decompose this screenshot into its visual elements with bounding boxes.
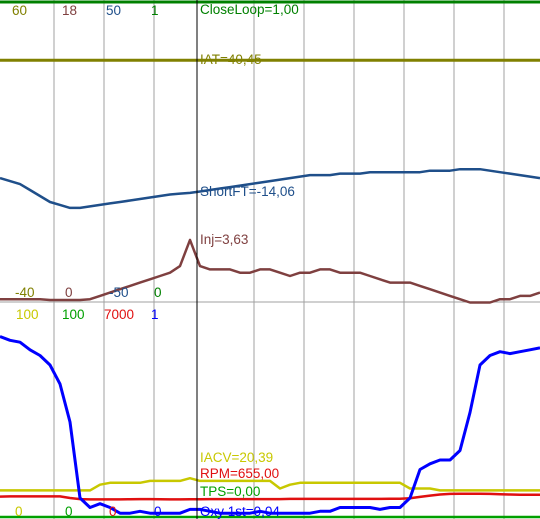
scale-bottom-label-1-3: 0 <box>154 504 162 519</box>
scale-bottom-label-0-2: -50 <box>109 285 129 300</box>
scale-top-label-1-0: 100 <box>16 307 39 322</box>
scale-top-label-1-3: 1 <box>151 307 159 322</box>
scale-bottom-label-1-0: 0 <box>15 504 23 519</box>
scale-bottom-label-1-2: 0 <box>109 504 117 519</box>
series-line-shortft <box>0 167 540 210</box>
cursor-label-tps: TPS=0,00 <box>200 484 260 499</box>
scale-bottom-label-0-3: 0 <box>154 285 162 300</box>
cursor-label-shortft: ShortFT=-14,06 <box>200 184 295 199</box>
scale-top-label-1-1: 100 <box>62 307 85 322</box>
scale-top-label-0-3: 1 <box>151 3 159 18</box>
scale-top-label-1-2: 7000 <box>104 307 134 322</box>
scale-top-label-0-0: 60 <box>12 3 27 18</box>
series-line-iacv <box>0 476 540 492</box>
scale-bottom-label-1-1: 0 <box>65 504 73 519</box>
scale-top-label-0-1: 18 <box>62 3 77 18</box>
series-line-oxy-1st <box>0 335 540 515</box>
scale-top-label-0-2: 50 <box>106 3 121 18</box>
cursor-label-closeloop: CloseLoop=1,00 <box>200 2 299 17</box>
series-line-inj <box>0 238 540 304</box>
series-line-rpm <box>0 492 540 501</box>
cursor-label-inj: Inj=3,63 <box>200 232 248 247</box>
label-layer: CloseLoop=1,00 IAT=40,45 ShortFT=-14,06 Inj… <box>12 2 299 519</box>
cursor-label-rpm: RPM=655,00 <box>200 466 279 481</box>
scale-bottom-label-0-1: 0 <box>65 285 73 300</box>
cursor-label-iacv: IACV=20,39 <box>200 450 273 465</box>
scale-bottom-label-0-0: -40 <box>15 285 35 300</box>
cursor-label-oxy-1st: Oxy 1st=0,04 <box>200 504 280 519</box>
cursor-label-iat: IAT=40,45 <box>200 52 262 67</box>
